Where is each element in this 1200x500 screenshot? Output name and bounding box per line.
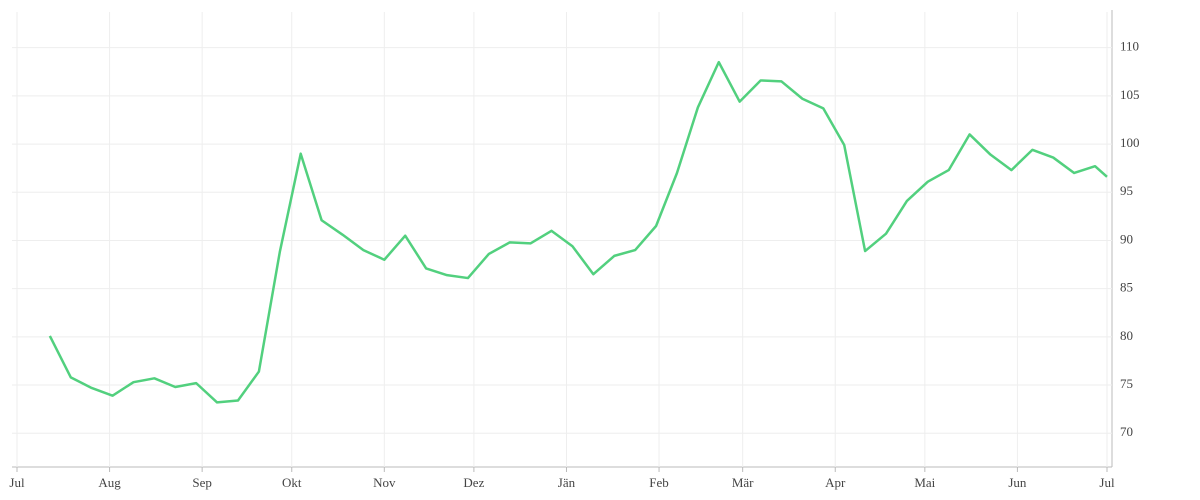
x-tick-label: Dez <box>463 475 484 490</box>
x-tick-label: Aug <box>98 475 121 490</box>
x-tick-label: Apr <box>825 475 846 490</box>
x-tick-label: Sep <box>192 475 212 490</box>
y-tick-label: 80 <box>1120 328 1133 343</box>
x-tick-label: Okt <box>282 475 302 490</box>
y-tick-label: 100 <box>1120 135 1140 150</box>
x-tick-label: Feb <box>649 475 669 490</box>
y-tick-label: 75 <box>1120 376 1133 391</box>
y-tick-label: 95 <box>1120 183 1133 198</box>
data-line <box>48 60 1108 404</box>
y-tick-label: 110 <box>1120 39 1139 54</box>
x-tick-label: Jul <box>9 475 25 490</box>
y-tick-label: 70 <box>1120 424 1133 439</box>
x-tick-label: Mai <box>914 475 935 490</box>
y-tick-label: 90 <box>1120 231 1133 246</box>
y-tick-label: 85 <box>1120 280 1133 295</box>
x-tick-label: Nov <box>373 475 396 490</box>
y-tick-label: 105 <box>1120 87 1140 102</box>
x-tick-label: Jun <box>1008 475 1027 490</box>
x-tick-label: Jul <box>1099 475 1115 490</box>
x-tick-label: Mär <box>732 475 754 490</box>
x-tick-label: Jän <box>558 475 576 490</box>
